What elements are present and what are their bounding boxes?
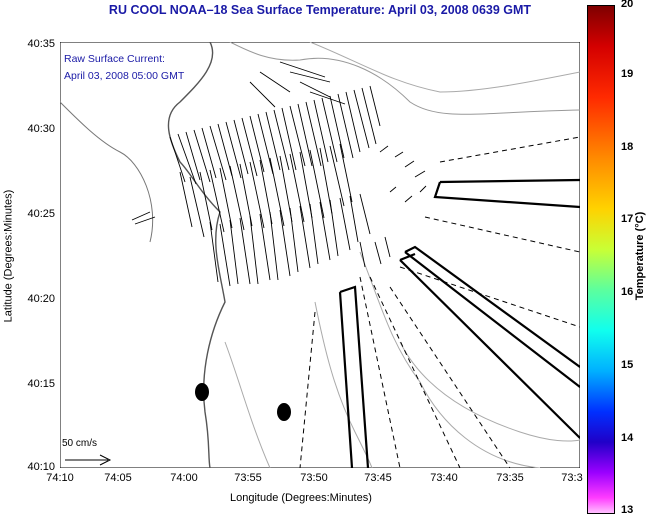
ytick: 40:20 [27,293,55,305]
xtick: 73:55 [234,472,262,484]
current-map [60,42,580,468]
xtick: 73:50 [300,472,328,484]
colorbar-tick: 16 [621,286,634,298]
xtick: 74:00 [170,472,198,484]
temperature-colorbar [587,5,615,514]
bathy-contour-5 [399,341,580,442]
x-axis-label: Longitude (Degrees:Minutes) [230,492,372,504]
coverage-lines [299,136,580,468]
colorbar-tick: 14 [621,432,634,444]
bathy-contour-6 [224,341,271,468]
xtick: 73:3 [561,472,583,484]
ytick: 40:30 [27,123,55,135]
region-outlines [338,178,580,468]
xtick: 73:35 [496,472,524,484]
buoy-marker-2 [277,403,291,421]
colorbar-tick: 17 [621,213,634,225]
bathy-contour-1 [229,42,580,115]
ytick: 40:10 [27,461,55,473]
colorbar-tick: 15 [621,359,634,371]
colorbar-label: Temperature (°C) [634,211,646,301]
colorbar-tick: 13 [621,504,634,516]
coastline [167,42,226,468]
bathy-contour-2 [309,42,580,93]
colorbar-tick: 19 [621,68,634,80]
current-legend-line1: Raw Surface Current: [64,53,165,65]
colorbar-tick: 18 [621,141,634,153]
xtick: 74:05 [104,472,132,484]
ytick: 40:15 [27,378,55,390]
y-axis-label: Latitude (Degrees:Minutes) [2,189,15,323]
colorbar-tick: 20 [621,0,634,10]
ytick: 40:25 [27,208,55,220]
ytick: 40:35 [27,38,55,50]
scale-arrow [65,454,112,466]
buoy-marker-1 [195,383,209,401]
current-vectors [131,61,427,287]
current-legend-line2: April 03, 2008 05:00 GMT [64,70,185,82]
bathy-contour-3 [359,251,541,468]
xtick: 74:10 [46,472,74,484]
scale-arrow-label: 50 cm/s [62,438,98,449]
map-title: RU COOL NOAA–18 Sea Surface Temperature:… [108,3,532,17]
xtick: 73:40 [430,472,458,484]
coastline-2 [60,101,154,243]
xtick: 73:45 [364,472,392,484]
